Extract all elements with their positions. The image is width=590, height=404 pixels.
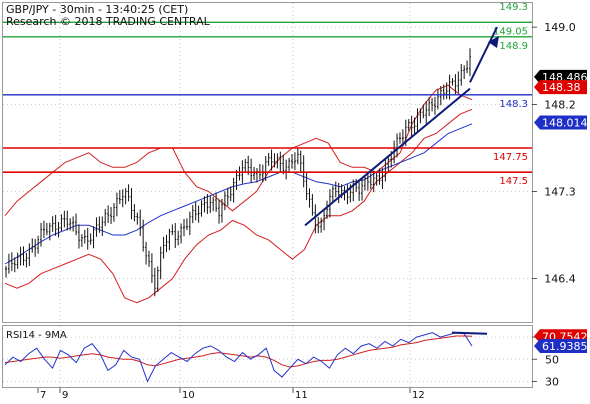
date-axis-label: 11 <box>295 390 308 400</box>
value-tag-bg <box>534 339 587 354</box>
projection-arrow-line <box>469 26 498 83</box>
rsi-axis-label: 50 <box>545 353 559 366</box>
chart-title: GBP/JPY - 30min - 13:40:25 (CET) <box>6 3 188 16</box>
rsi-panel-frame <box>2 325 533 388</box>
value-tag-label: 148.014 <box>542 116 588 129</box>
value-tag-support: 148.38 <box>534 80 587 95</box>
rsi-line <box>4 332 473 383</box>
rsi-panel-title: RSI14 - 9MA <box>6 330 67 341</box>
rsi-axis-label: 30 <box>545 375 559 388</box>
projection-arrow-head <box>488 36 499 48</box>
chart-copyright: Research © 2018 TRADING CENTRAL <box>6 15 211 28</box>
date-axis-label: 7 <box>40 390 46 400</box>
price-axis-label: 149.0 <box>544 21 576 34</box>
level-label-148-9: 148.9 <box>499 41 528 52</box>
bollinger-lower-line <box>4 108 473 304</box>
value-tag-rsi: 61.9385 <box>534 339 588 354</box>
rsi-drawn-line <box>451 331 488 335</box>
trend-line <box>304 87 471 227</box>
price-axis-label: 148.2 <box>544 99 576 112</box>
date-axis-label: 12 <box>412 390 425 400</box>
level-label-149-3: 149.3 <box>499 2 528 13</box>
level-label-148-3: 148.3 <box>499 99 528 110</box>
value-tag-bg <box>534 80 587 95</box>
date-axis-label: 10 <box>182 390 195 400</box>
rsi-ma-line <box>4 335 473 368</box>
price-panel-frame <box>2 2 533 323</box>
date-axis-label: 9 <box>62 390 68 400</box>
price-axis-label: 146.4 <box>544 273 576 286</box>
level-label-147-75: 147.75 <box>493 152 528 163</box>
value-tag-ma: 148.014 <box>534 115 588 129</box>
value-tag-label: 148.38 <box>542 81 581 94</box>
level-label-147-5: 147.5 <box>499 176 528 187</box>
moving-average-line <box>4 123 473 265</box>
level-label-149-05: 149.05 <box>493 26 528 37</box>
value-tag-label: 61.9385 <box>542 340 588 353</box>
value-tag-bg <box>534 115 587 130</box>
price-axis-label: 147.3 <box>544 186 576 199</box>
